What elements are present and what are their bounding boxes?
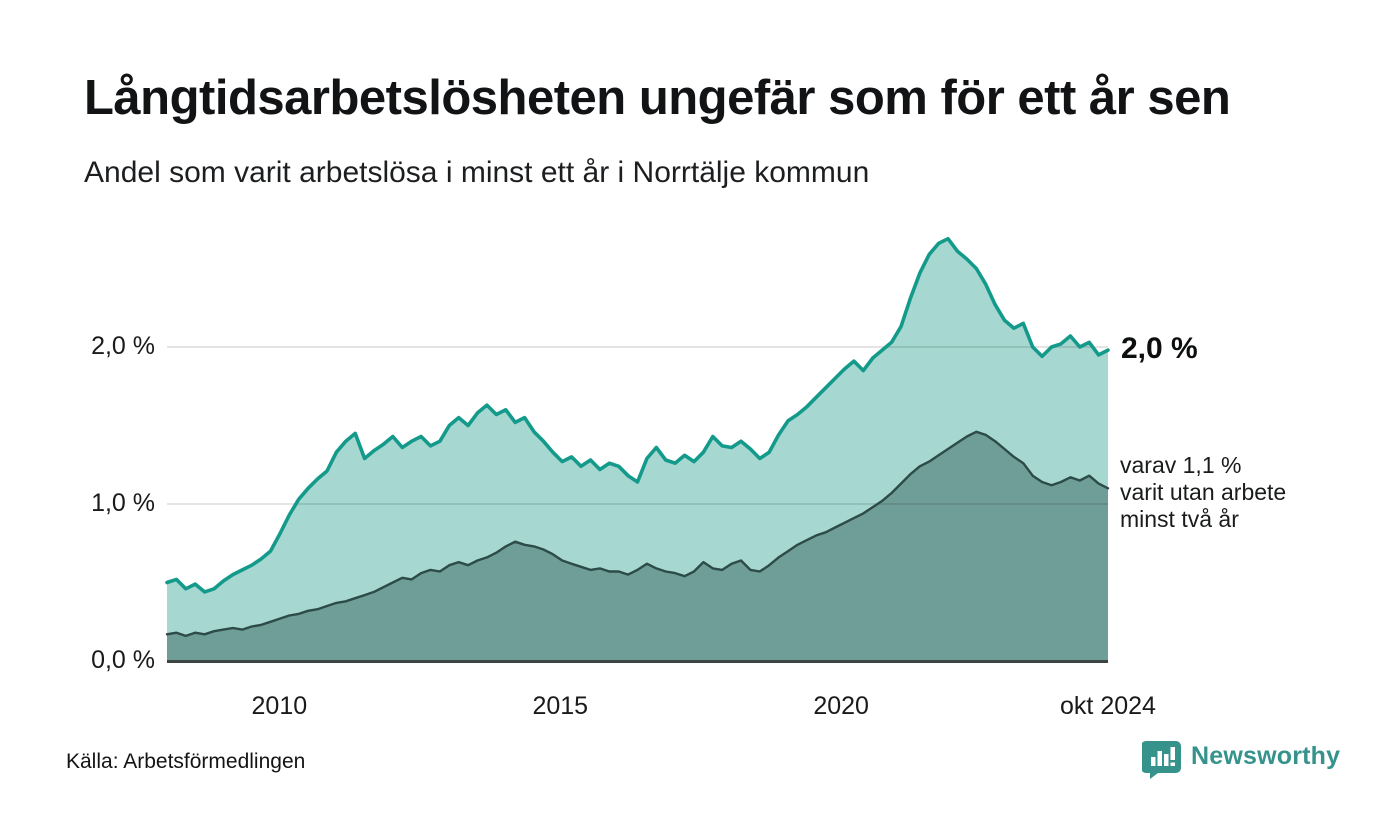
chart-subtitle: Andel som varit arbetslösa i minst ett å… xyxy=(84,156,870,189)
x-tick-label: 2015 xyxy=(532,692,589,720)
two-year-annotation-line1: varav 1,1 % xyxy=(1120,452,1242,478)
two-year-annotation-line2: varit utan arbete xyxy=(1120,479,1287,505)
x-tick-label: 2020 xyxy=(813,692,869,720)
two-year-line xyxy=(165,430,1110,638)
brand-name: Newsworthy xyxy=(1191,741,1341,770)
x-tick-label: 2010 xyxy=(251,692,308,720)
bar-2 xyxy=(1157,751,1162,766)
source-note: Källa: Arbetsförmedlingen xyxy=(66,750,306,773)
chart-title: Långtidsarbetslösheten ungefär som för e… xyxy=(84,71,1231,125)
exclamation-dot xyxy=(1170,762,1175,766)
x-tick-label: okt 2024 xyxy=(1060,692,1156,720)
two-year-area-fill xyxy=(167,431,1108,661)
bar-3 xyxy=(1164,754,1169,766)
newsworthy-icon xyxy=(1142,741,1181,779)
x-axis-line xyxy=(167,660,1108,663)
y-tick-label: 1,0 % xyxy=(91,489,155,517)
total-line xyxy=(165,236,1110,594)
bar-1 xyxy=(1151,757,1156,766)
exclamation-stem xyxy=(1170,747,1175,760)
two-year-annotation: varav 1,1 % varit utan arbete minst två … xyxy=(1120,452,1380,533)
y-tick-label: 2,0 % xyxy=(91,332,155,360)
two-year-annotation-line3: minst två år xyxy=(1120,506,1239,532)
y-tick-label: 0,0 % xyxy=(91,646,155,674)
end-value-annotation: 2,0 % xyxy=(1121,332,1198,365)
brand-logo: Newsworthy xyxy=(1142,739,1340,779)
